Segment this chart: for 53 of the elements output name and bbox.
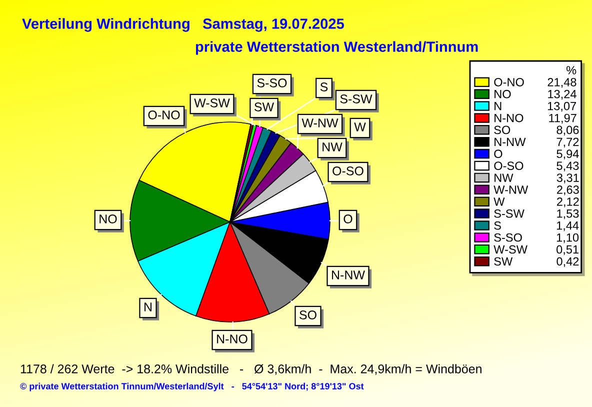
- slice-label: N: [144, 302, 152, 312]
- data-label: 7,72: [556, 138, 579, 148]
- legend-label: W: [494, 198, 505, 206]
- chart-subtitle: private Wetterstation Westerland/Tinnum: [196, 41, 478, 55]
- data-label: 2,63: [557, 186, 579, 196]
- legend-label: N-NO: [494, 114, 524, 122]
- legend-label: W-SW: [494, 245, 528, 254]
- slice-label: W: [354, 122, 366, 132]
- data-label: 13,24: [548, 90, 576, 100]
- legend-label: NO: [494, 90, 511, 98]
- legend-title: %: [566, 66, 576, 74]
- slice-label: O-NO: [148, 110, 180, 120]
- slice-label: O: [344, 214, 352, 224]
- data-label: 2,12: [557, 197, 579, 208]
- slice-label: N-NO: [217, 334, 248, 344]
- legend-label: O-NO: [494, 78, 524, 86]
- text: 1178 / 262 Werte -> 18.2% Windstille - Ø 3,6km/h - Max. 24,9km/h = Windböen: [20, 364, 482, 375]
- legend-label: S-SO: [494, 233, 522, 242]
- slice-label: O-SO: [332, 166, 364, 176]
- data-label: 21,48: [548, 78, 576, 88]
- data-label: 0,51: [556, 245, 578, 256]
- slice-label: N-NW: [332, 270, 365, 280]
- slice-label: W-NW: [302, 118, 338, 128]
- legend-label: W-NW: [494, 186, 528, 194]
- legend-label: SW: [494, 257, 513, 266]
- legend-label: N: [494, 102, 502, 110]
- slice-label: SO: [300, 310, 316, 320]
- slice-label: S: [320, 82, 328, 92]
- legend-label: S: [494, 221, 501, 230]
- data-label: 3,31: [556, 174, 579, 184]
- data-label: 5,43: [556, 162, 579, 172]
- chart-title: Verteilung Windrichtung Samstag, 19.07.2025: [22, 18, 344, 32]
- legend-label: NW: [494, 174, 514, 182]
- data-label: 13,07: [548, 102, 576, 112]
- data-label: 5,94: [556, 150, 579, 160]
- slice-label: NO: [100, 214, 117, 224]
- data-label: 8,06: [556, 126, 579, 136]
- data-label: 1,53: [557, 209, 579, 220]
- legend-label: N-NW: [494, 138, 526, 146]
- data-label: 1,10: [556, 233, 579, 244]
- legend-label: SO: [494, 126, 510, 134]
- data-label: 11,97: [549, 114, 576, 124]
- text: © private Wetterstation Tinnum/Westerland/Sylt - 54°54'13" Nord; 8°19'13" Ost: [20, 382, 364, 392]
- data-label: 1,44: [556, 222, 579, 232]
- legend-label: O: [494, 150, 502, 158]
- slice-label: W-SW: [194, 98, 230, 108]
- legend-label: S-SW: [494, 209, 524, 218]
- legend-label: O-SO: [494, 162, 524, 170]
- slice-label: SW: [254, 102, 274, 112]
- slice-label: S-SW: [340, 94, 372, 104]
- slice-label: S-SO: [257, 78, 287, 88]
- data-label: 0,42: [556, 257, 579, 267]
- slice-label: NW: [322, 142, 342, 152]
